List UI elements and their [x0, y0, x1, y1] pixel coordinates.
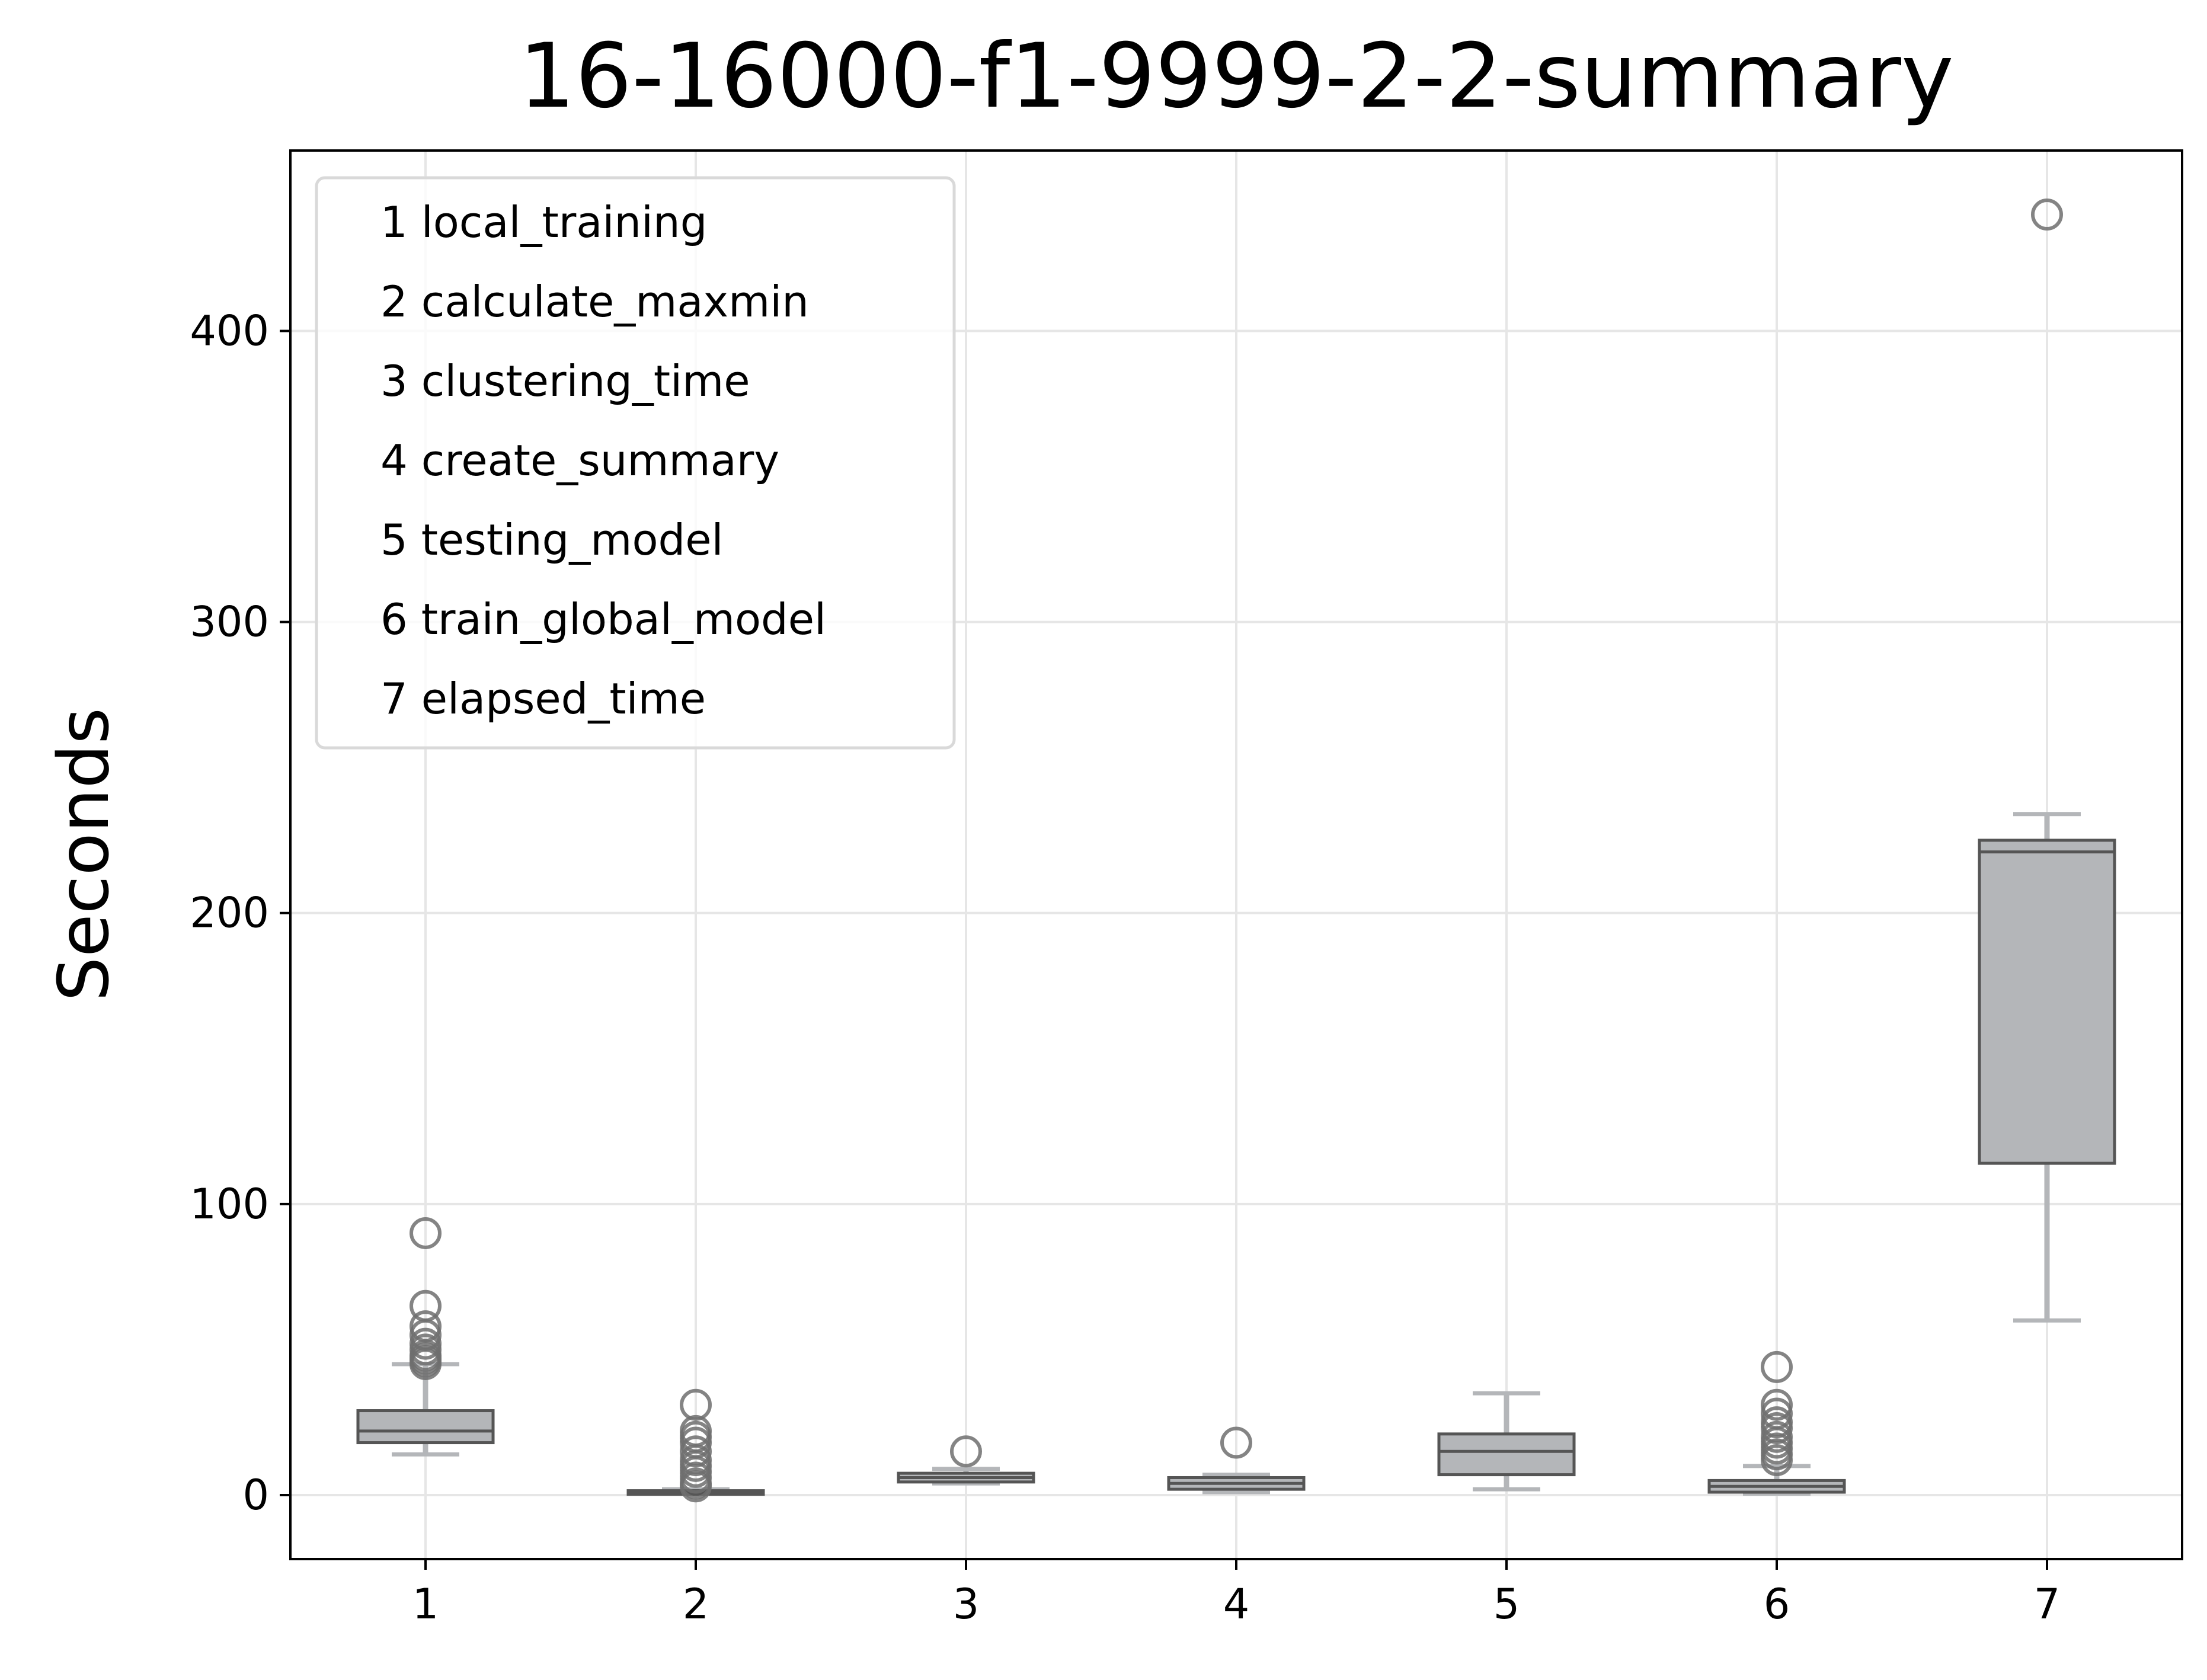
- box-6: [1707, 1351, 1846, 1496]
- outlier-point: [410, 1310, 442, 1343]
- outlier-point: [410, 1217, 442, 1249]
- chart-title: 16-16000-f1-9999-2-2-summary: [519, 25, 1953, 128]
- legend-entry: 1 local_training: [380, 197, 707, 247]
- tick-layer: 0 100 200 300 400 1 2 3 4 5 6 7: [190, 306, 2060, 1628]
- outlier-point: [950, 1435, 982, 1468]
- y-tick-label: 200: [190, 889, 269, 937]
- y-tick-label: 400: [190, 306, 269, 355]
- legend-entry: 4 create_summary: [380, 436, 779, 485]
- x-tick-label: 2: [683, 1580, 709, 1628]
- box-7: [1978, 199, 2116, 1323]
- legend-frame: [315, 176, 956, 750]
- outlier-point: [680, 1388, 712, 1421]
- outlier-point: [410, 1327, 442, 1360]
- legend-entry: 3 clustering_time: [380, 356, 750, 406]
- legend-entry: 5 testing_model: [380, 515, 724, 565]
- outlier-point: [1761, 1351, 1793, 1383]
- box-3: [897, 1435, 1035, 1486]
- grid-layer: [290, 151, 2182, 1559]
- y-axis-label: Seconds: [43, 708, 124, 1001]
- legend-entry: 6 train_global_model: [380, 594, 826, 644]
- x-tick-label: 1: [412, 1580, 439, 1628]
- outlier-point: [680, 1435, 712, 1468]
- x-tick-label: 3: [953, 1580, 980, 1628]
- box-2: [626, 1388, 765, 1503]
- legend-entry: 7 elapsed_time: [380, 674, 706, 724]
- outlier-point: [1761, 1388, 1793, 1421]
- outlier-point: [410, 1289, 442, 1322]
- outlier-point: [1220, 1426, 1252, 1459]
- outlier-point: [1761, 1420, 1793, 1453]
- box-body: [356, 1409, 495, 1445]
- outlier-point: [1761, 1397, 1793, 1430]
- x-tick-label: 4: [1223, 1580, 1250, 1628]
- y-tick-label: 0: [242, 1471, 269, 1519]
- box-4: [1167, 1426, 1306, 1495]
- outlier-point: [2031, 199, 2063, 231]
- outlier-point: [680, 1415, 712, 1447]
- y-tick-label: 300: [190, 598, 269, 647]
- x-tick-label: 7: [2034, 1580, 2061, 1628]
- legend-entry: 2 calculate_maxmin: [380, 277, 809, 327]
- x-tick-label: 5: [1493, 1580, 1520, 1628]
- box-5: [1437, 1391, 1576, 1492]
- box-layer: [356, 199, 2116, 1503]
- x-tick-label: 6: [1764, 1580, 1790, 1628]
- y-tick-label: 100: [190, 1180, 269, 1228]
- box-1: [356, 1217, 495, 1457]
- box-body: [1437, 1432, 1576, 1477]
- legend-entries: 1 local_training 2 calculate_maxmin 3 clus…: [380, 197, 826, 724]
- outlier-point: [1761, 1406, 1793, 1439]
- legend: 1 local_training 2 calculate_maxmin 3 clus…: [315, 176, 956, 750]
- box-body: [1978, 839, 2116, 1165]
